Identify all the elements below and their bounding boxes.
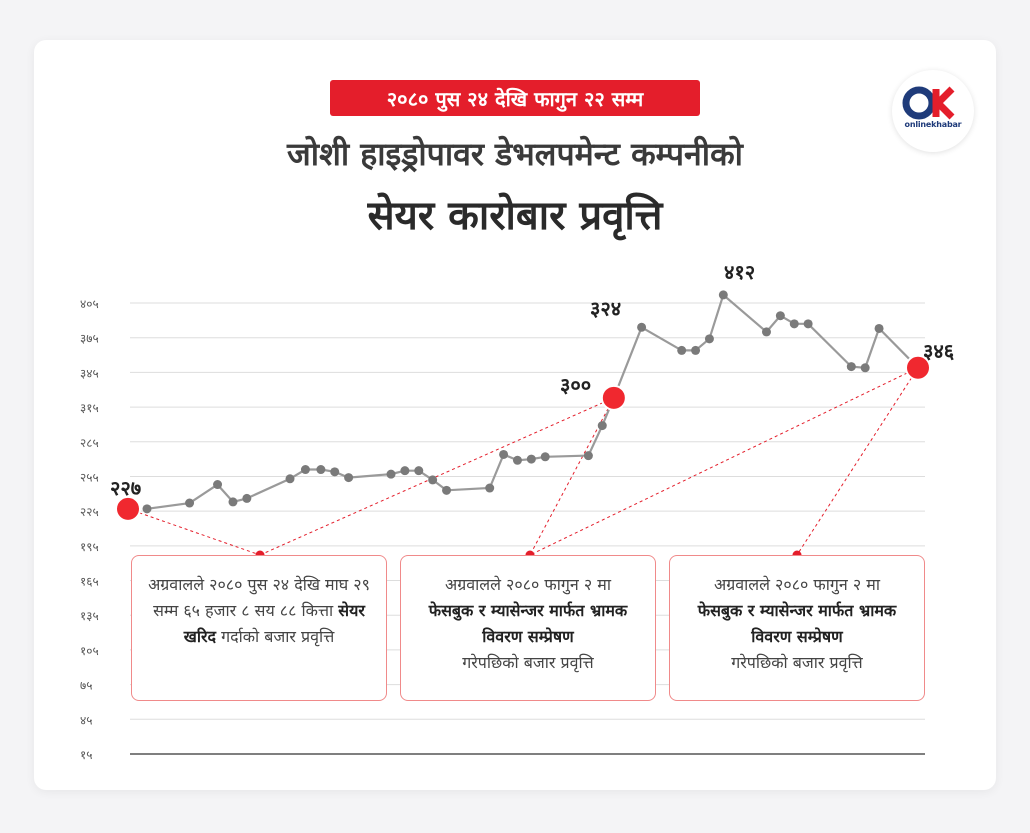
y-tick-label: २२५ xyxy=(80,505,99,519)
y-tick-label: १३५ xyxy=(80,609,99,623)
callout-bold-text: फेसबुक र म्यासेन्जर मार्फत भ्रामक विवरण … xyxy=(697,601,897,646)
y-tick-label: ४५ xyxy=(80,713,92,727)
callout-text: गरेपछिको बजार प्रवृत्ति xyxy=(731,653,863,672)
data-point xyxy=(597,421,607,431)
callout-text: अग्रवालले २०८० फागुन २ मा xyxy=(444,575,611,594)
y-tick-label: ४०५ xyxy=(80,297,99,311)
data-point xyxy=(330,467,340,477)
callout-text: गरेपछिको बजार प्रवृत्ति xyxy=(462,653,594,672)
data-point xyxy=(512,455,522,465)
onlinekhabar-logo: onlinekhabar xyxy=(892,70,974,152)
date-range-badge: २०८० पुस २४ देखि फागुन २२ सम्म xyxy=(330,80,700,116)
data-point xyxy=(499,449,509,459)
chart-title-line1: जोशी हाइड्रोपावर डेभलपमेन्ट कम्पनीको xyxy=(287,135,743,173)
callout-bold-text: सेयर खरिद xyxy=(183,601,365,646)
data-label: ३०० xyxy=(560,373,591,397)
data-point xyxy=(846,362,856,372)
data-point xyxy=(142,504,152,514)
data-point xyxy=(485,483,495,493)
data-point xyxy=(242,493,252,503)
y-tick-label: १६५ xyxy=(80,575,99,589)
data-point xyxy=(400,466,410,476)
data-point xyxy=(185,498,195,508)
y-tick-label: ३१५ xyxy=(80,401,99,415)
data-point xyxy=(414,466,424,476)
data-point xyxy=(526,454,536,464)
callout-box: अग्रवालले २०८० पुस २४ देखि माघ २९ सम्म ६… xyxy=(131,555,387,701)
y-tick-label: १५ xyxy=(80,748,92,762)
data-point xyxy=(300,465,310,475)
y-tick-label: ७५ xyxy=(80,679,92,693)
data-point xyxy=(583,451,593,461)
y-tick-label: ३४५ xyxy=(80,366,99,380)
callout-text: अग्रवालले २०८० पुस २४ देखि माघ २९ सम्म ६… xyxy=(148,575,370,620)
data-point xyxy=(775,311,785,321)
data-point xyxy=(228,497,238,507)
data-point xyxy=(540,452,550,462)
y-tick-label: १०५ xyxy=(80,644,99,658)
data-point xyxy=(860,363,870,373)
highlight-point xyxy=(115,495,141,522)
y-tick-label: ३७५ xyxy=(80,332,99,346)
data-label: ३२४ xyxy=(590,296,621,320)
data-point xyxy=(677,345,687,355)
ok-logo-icon xyxy=(902,86,955,120)
data-point xyxy=(803,319,813,329)
callout-text: गर्दाको बजार प्रवृत्ति xyxy=(216,627,335,646)
y-tick-label: १९५ xyxy=(80,540,99,554)
data-point xyxy=(718,290,728,300)
data-point xyxy=(428,475,438,485)
callout-bold-text: फेसबुक र म्यासेन्जर मार्फत भ्रामक विवरण … xyxy=(428,601,628,646)
callout-text: अग्रवालले २०८० फागुन २ मा xyxy=(713,575,880,594)
data-point xyxy=(442,485,452,495)
data-point xyxy=(761,327,771,337)
data-point xyxy=(344,473,354,483)
data-point xyxy=(637,322,647,332)
callout-box: अग्रवालले २०८० फागुन २ मा फेसबुक र म्यास… xyxy=(400,555,656,701)
chart-title-line2: सेयर कारोबार प्रवृत्ति xyxy=(367,193,663,239)
data-point xyxy=(789,319,799,329)
data-point xyxy=(386,469,396,479)
highlight-point xyxy=(905,354,931,381)
data-label: ३४६ xyxy=(923,339,955,363)
data-label: ४१२ xyxy=(724,260,755,284)
data-point xyxy=(704,334,714,344)
highlight-point xyxy=(600,384,627,411)
callout-connector-line xyxy=(259,397,615,556)
logo-text: onlinekhabar xyxy=(904,120,962,129)
data-point xyxy=(874,323,884,333)
y-tick-label: २५५ xyxy=(80,470,99,484)
y-tick-label: २८५ xyxy=(80,436,99,450)
data-label: २२७ xyxy=(110,476,141,500)
callout-box: अग्रवालले २०८० फागुन २ मा फेसबुक र म्यास… xyxy=(669,555,925,701)
data-point xyxy=(316,465,326,475)
callout-connector-line xyxy=(127,508,261,556)
callout-connector-line xyxy=(796,367,919,556)
data-point xyxy=(285,474,295,484)
data-point xyxy=(213,480,223,490)
data-point xyxy=(691,345,701,355)
